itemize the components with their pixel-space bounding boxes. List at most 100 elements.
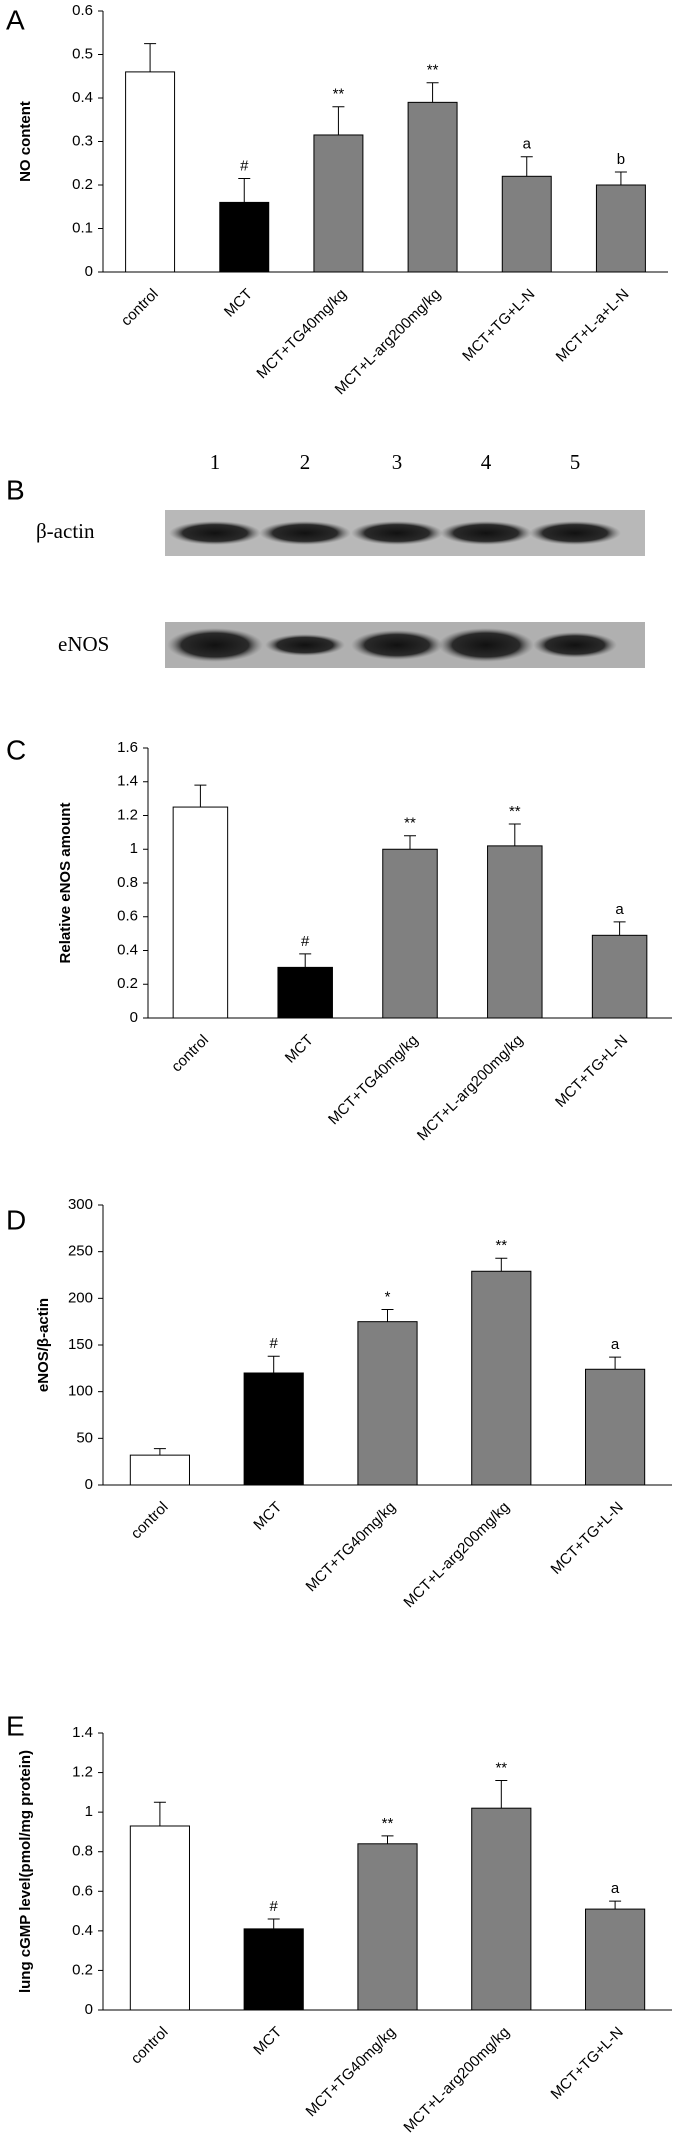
y-tick-label: 0.4 [72,89,93,106]
error-bar [238,177,251,203]
y-tick-label: 0.8 [117,874,138,891]
y-tick-label: 0.6 [117,908,138,925]
x-tick-label: control [128,1499,172,1543]
y-tick-label: 0.2 [117,975,138,992]
error-bar [609,1900,622,1910]
y-tick-label: 0 [85,2001,93,2018]
y-axis-label: Relative eNOS amount [57,803,74,964]
panel-label: C [6,734,26,765]
annotation: a [523,136,532,153]
error-bar [613,921,626,936]
y-tick-label: 50 [76,1429,93,1446]
lane-label: 3 [392,450,403,474]
bar [277,966,333,1019]
x-tick-label: MCT+TG40mg/kg [303,2024,400,2121]
y-tick-label: 0.5 [72,45,93,62]
annotation: ** [509,803,521,820]
lane-label: 4 [481,450,492,474]
error-bar [299,953,312,968]
annotation: ** [495,1759,507,1776]
annotation: # [270,1335,279,1352]
bands [167,521,621,662]
y-tick-label: 200 [68,1289,93,1306]
error-bar [520,156,533,177]
x-tick-label: MCT [221,286,256,321]
panel-label: D [6,1204,26,1235]
x-tick-label: MCT [282,1032,317,1067]
y-tick-label: 1 [85,1803,93,1820]
x-tick-label: MCT+TG+L-N [548,2024,627,2103]
bar [313,134,364,273]
y-tick-label: 0 [85,263,93,280]
x-tick-label: MCT+L-a+L-N [553,286,633,366]
y-tick-label: 0.4 [117,941,138,958]
annotation: # [301,933,310,950]
y-tick-label: 0.6 [72,1882,93,1899]
bar [501,175,552,273]
bar [357,1321,418,1486]
row-label: eNOS [58,632,109,656]
annotation: # [270,1898,279,1915]
annotation: ** [427,62,439,79]
annotation: ** [495,1237,507,1254]
annotation: b [617,151,625,168]
error-bar [404,835,416,850]
y-tick-label: 0.4 [72,1922,93,1939]
bar [219,201,270,273]
y-tick-label: 1.4 [72,1724,93,1741]
row-label: β-actin [36,519,95,543]
y-tick-label: 150 [68,1336,93,1353]
y-tick-label: 0.6 [72,2,93,19]
y-axis-label: lung cGMP level(pmol/mg protein) [17,1750,34,1993]
bar [172,806,229,1019]
error-bar [153,1448,166,1456]
bar [243,1928,304,2011]
annotation: * [385,1289,391,1306]
y-axis-label: eNOS/β-actin [35,1298,52,1392]
y-axis-label: NO content [17,101,34,182]
x-tick-label: MCT+L-arg200mg/kg [400,1499,513,1612]
bar [129,1825,190,2011]
x-tick-label: MCT+TG40mg/kg [325,1032,422,1129]
panel-label: B [6,474,25,505]
bar [591,934,648,1019]
lane-label: 2 [300,450,311,474]
x-tick-label: MCT+L-arg200mg/kg [400,2024,513,2137]
error-bar [332,106,345,135]
annotation: a [611,1336,620,1353]
x-tick-label: MCT [250,1499,285,1534]
y-tick-label: 250 [68,1243,93,1260]
error-bar [426,82,439,103]
error-bar [194,784,207,808]
panel-label: A [6,4,25,35]
x-tick-label: MCT+TG+L-N [548,1499,627,1578]
annotation: a [611,1880,620,1897]
error-bar [495,1779,508,1809]
error-bar [267,1355,280,1373]
y-tick-label: 0.8 [72,1843,93,1860]
x-tick-label: MCT+TG40mg/kg [253,286,350,383]
annotation: ** [382,1815,394,1832]
blot-panel: B 1 2 3 4 5 β-actin eNOS [6,450,645,668]
y-tick-label: 0.3 [72,132,93,149]
error-bar [267,1918,280,1929]
bar [382,848,438,1019]
error-bar [381,1835,394,1844]
bar [125,71,176,273]
bar [585,1368,646,1486]
panel-label: E [6,1710,25,1741]
y-tick-label: 0 [85,1476,93,1493]
annotation: ** [333,86,345,103]
x-tick-label: MCT+TG40mg/kg [303,1499,400,1596]
y-tick-label: 1.6 [117,739,138,756]
bar [471,1270,532,1486]
y-tick-label: 0 [130,1009,138,1026]
x-tick-label: control [118,286,162,330]
error-bar [153,1801,166,1826]
y-tick-label: 0.2 [72,176,93,193]
bar [471,1807,532,2011]
error-bar [508,823,521,846]
y-tick-label: 1.2 [117,806,138,823]
bar [407,101,458,273]
